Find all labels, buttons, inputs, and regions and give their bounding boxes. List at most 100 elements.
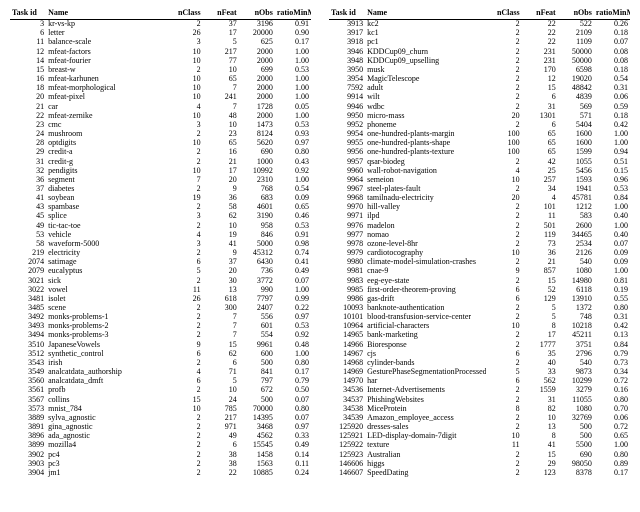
table-row: 9914wilt2648390.06 <box>329 93 630 102</box>
cell-nfeat: 65 <box>522 130 558 139</box>
cell-taskid: 14969 <box>329 368 365 377</box>
cell-name: banknote-authentication <box>365 304 485 313</box>
cell-taskid: 20 <box>10 93 46 102</box>
cell-taskid: 9952 <box>329 120 365 129</box>
table-row: 16mfeat-karhunen106520001.00 <box>10 75 311 84</box>
table-row: 3902pc423814580.14 <box>10 450 311 459</box>
table-row: 125922texture114155001.00 <box>329 441 630 450</box>
cell-taskid: 31 <box>10 157 46 166</box>
cell-ratio: 1.00 <box>594 139 630 148</box>
cell-ratio: 0.59 <box>594 102 630 111</box>
table-row: 2079eucalyptus5207360.49 <box>10 267 311 276</box>
cell-nobs: 1599 <box>558 148 594 157</box>
cell-nobs: 10992 <box>239 166 275 175</box>
cell-taskid: 21 <box>10 102 46 111</box>
cell-name: kc1 <box>365 29 485 38</box>
cell-nclass: 5 <box>167 267 203 276</box>
cell-ratio: 0.26 <box>594 19 630 29</box>
table-row: 31credit-g22110000.43 <box>10 157 311 166</box>
cell-taskid: 9971 <box>329 212 365 221</box>
cell-ratio: 0.72 <box>594 423 630 432</box>
cell-name: cjs <box>365 349 485 358</box>
cell-nfeat: 241 <box>203 93 239 102</box>
cell-nclass: 2 <box>167 313 203 322</box>
cell-nobs: 1000 <box>239 157 275 166</box>
cell-nobs: 11055 <box>558 395 594 404</box>
cell-name: cardiotocography <box>365 249 485 258</box>
table-row: 18mfeat-morphological10720001.00 <box>10 84 311 93</box>
cell-nclass: 2 <box>167 459 203 468</box>
cell-ratio: 0.99 <box>275 294 311 303</box>
cell-nfeat: 7 <box>203 84 239 93</box>
cell-nobs: 1055 <box>558 157 594 166</box>
cell-nclass: 2 <box>486 450 522 459</box>
cell-name: collins <box>46 395 166 404</box>
cell-ratio: 0.31 <box>594 84 630 93</box>
table-row: 125923Australian2156900.80 <box>329 450 630 459</box>
table-row: 146606higgs229980500.89 <box>329 459 630 468</box>
cell-taskid: 2074 <box>10 258 46 267</box>
cell-nfeat: 1301 <box>522 111 558 120</box>
cell-ratio: 0.54 <box>594 75 630 84</box>
cell-taskid: 3573 <box>10 404 46 413</box>
cell-nfeat: 231 <box>522 56 558 65</box>
cell-ratio: 0.94 <box>594 148 630 157</box>
cell-name: ilpd <box>365 212 485 221</box>
cell-nobs: 45781 <box>558 194 594 203</box>
cell-nfeat: 16 <box>203 148 239 157</box>
cell-nclass: 6 <box>486 285 522 294</box>
table-row: 53vehicle4198460.91 <box>10 230 311 239</box>
cell-ratio: 0.06 <box>594 413 630 422</box>
cell-nclass: 2 <box>167 441 203 450</box>
cell-taskid: 9954 <box>329 130 365 139</box>
cell-ratio: 0.07 <box>275 395 311 404</box>
cell-nclass: 5 <box>486 368 522 377</box>
cell-ratio: 0.42 <box>594 120 630 129</box>
cell-taskid: 9985 <box>329 285 365 294</box>
cell-ratio: 0.14 <box>275 450 311 459</box>
cell-name: soybean <box>46 194 166 203</box>
cell-nclass: 6 <box>167 349 203 358</box>
table-row: 34538MiceProtein88210800.70 <box>329 404 630 413</box>
cell-taskid: 34538 <box>329 404 365 413</box>
cell-nclass: 4 <box>167 368 203 377</box>
cell-nobs: 8124 <box>239 130 275 139</box>
cell-name: pc4 <box>46 450 166 459</box>
cell-nclass: 2 <box>167 19 203 29</box>
cell-ratio: 0.06 <box>594 93 630 102</box>
cell-nfeat: 22 <box>522 29 558 38</box>
table-row: 9952phoneme2654040.42 <box>329 120 630 129</box>
cell-nfeat: 1777 <box>522 340 558 349</box>
table-row: 21car4717280.05 <box>10 102 311 111</box>
cell-nfeat: 8 <box>522 432 558 441</box>
cell-nfeat: 62 <box>203 212 239 221</box>
cell-nclass: 9 <box>486 267 522 276</box>
cell-name: vowel <box>46 285 166 294</box>
cell-nclass: 2 <box>167 249 203 258</box>
cell-nobs: 748 <box>558 313 594 322</box>
cell-taskid: 3481 <box>10 294 46 303</box>
table-row: 9980climate-model-simulation-crashes2215… <box>329 258 630 267</box>
cell-nobs: 1109 <box>558 38 594 47</box>
cell-nclass: 2 <box>486 38 522 47</box>
cell-taskid: 3948 <box>329 56 365 65</box>
cell-nobs: 672 <box>239 386 275 395</box>
table-row: 3022vowel11139901.00 <box>10 285 311 294</box>
cell-nfeat: 42 <box>522 157 558 166</box>
table-row: 14966Bioresponse2177737510.84 <box>329 340 630 349</box>
table-row: 3543irish265000.80 <box>10 358 311 367</box>
cell-name: cmc <box>46 120 166 129</box>
table-row: 58waveform-500034150000.98 <box>10 239 311 248</box>
cell-name: mushroom <box>46 130 166 139</box>
cell-nfeat: 71 <box>203 368 239 377</box>
cell-nclass: 10 <box>167 166 203 175</box>
cell-nobs: 500 <box>239 395 275 404</box>
cell-nclass: 2 <box>167 276 203 285</box>
table-row: 9946wdbc2315690.59 <box>329 102 630 111</box>
table-row: 3021sick23037720.07 <box>10 276 311 285</box>
cell-ratio: 1.00 <box>275 75 311 84</box>
cell-name: tamilnadu-electricity <box>365 194 485 203</box>
cell-nclass: 2 <box>486 212 522 221</box>
table-row: 14967cjs63527960.79 <box>329 349 630 358</box>
cell-nclass: 2 <box>486 120 522 129</box>
